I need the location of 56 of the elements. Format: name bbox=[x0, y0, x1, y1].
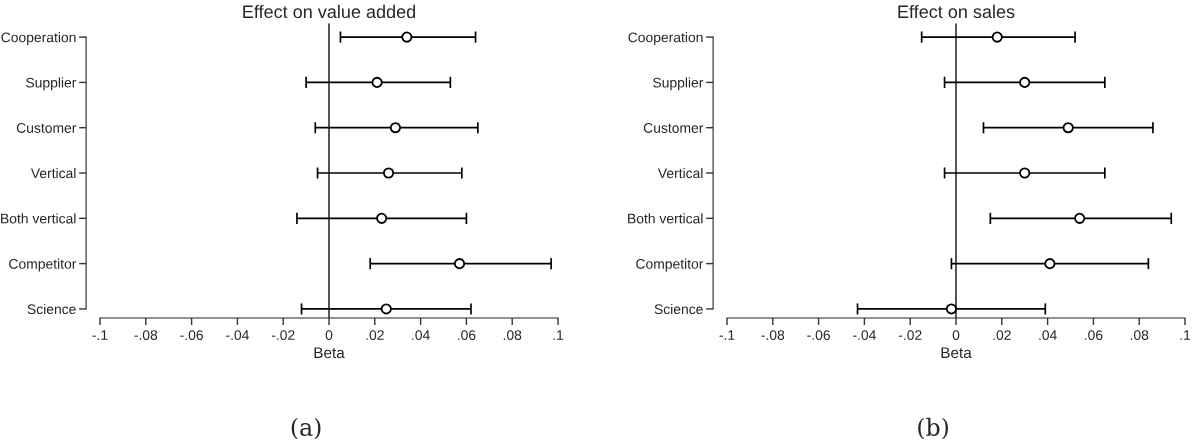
x-tick-label: .08 bbox=[1130, 330, 1149, 341]
x-tick-label: -.06 bbox=[180, 330, 203, 341]
point bbox=[389, 122, 401, 134]
point bbox=[453, 258, 466, 270]
point bbox=[371, 76, 383, 88]
x-tick-label: .02 bbox=[366, 330, 384, 341]
y-tick-label: Science bbox=[654, 303, 703, 315]
x-tick-label: .06 bbox=[458, 330, 476, 341]
point bbox=[945, 303, 957, 315]
point bbox=[1019, 76, 1031, 88]
x-tick-label: -.1 bbox=[92, 330, 108, 340]
x-tick-label: 0 bbox=[952, 330, 960, 341]
point bbox=[991, 31, 1003, 43]
y-tick-label: Both vertical bbox=[628, 213, 703, 224]
x-tick-label: -.08 bbox=[761, 330, 785, 341]
x-tick-label: -.08 bbox=[134, 330, 158, 341]
point bbox=[376, 212, 388, 224]
x-tick-label: .06 bbox=[1085, 330, 1103, 341]
point bbox=[401, 31, 413, 43]
point bbox=[1074, 212, 1086, 224]
y-tick-label: Science bbox=[27, 303, 76, 315]
x-tick-label: .1 bbox=[1180, 330, 1191, 340]
text: (b) bbox=[918, 417, 948, 440]
y-tick-label: Vertical bbox=[657, 167, 703, 179]
y-tick-label: Vertical bbox=[30, 167, 76, 179]
y-tick-label: Supplier bbox=[26, 77, 77, 91]
point bbox=[1019, 167, 1031, 179]
x-tick-label: .04 bbox=[412, 330, 430, 341]
y-tick-label: Cooperation bbox=[1, 32, 76, 46]
x-tick-label: -.02 bbox=[898, 330, 922, 341]
point bbox=[1062, 122, 1074, 134]
point bbox=[382, 167, 395, 179]
x-tick-label: .04 bbox=[1039, 330, 1057, 341]
x-tick-label: -.04 bbox=[226, 330, 249, 341]
y-tick-label: Competitor bbox=[9, 258, 77, 272]
text: (a) bbox=[291, 417, 321, 440]
x-tick-label: .1 bbox=[553, 330, 564, 340]
y-tick-label: Competitor bbox=[636, 258, 704, 272]
y-tick-label: Customer bbox=[643, 123, 704, 133]
x-tick-label: -.1 bbox=[719, 330, 735, 340]
x-tick-label: 0 bbox=[325, 330, 333, 341]
y-tick-label: Cooperation bbox=[628, 32, 703, 46]
x-axis-title: Beta bbox=[314, 347, 345, 359]
x-tick-label: .02 bbox=[993, 330, 1011, 341]
point bbox=[1044, 258, 1056, 270]
chart-title: Effect on sales bbox=[898, 4, 1015, 19]
x-tick-label: -.06 bbox=[807, 330, 830, 341]
chart-title: Effect on value added bbox=[243, 4, 416, 19]
y-tick-label: Customer bbox=[16, 123, 77, 133]
x-tick-label: -.04 bbox=[853, 330, 876, 341]
x-axis-title: Beta bbox=[941, 347, 972, 359]
x-tick-label: -.02 bbox=[271, 330, 295, 341]
point bbox=[380, 303, 392, 315]
y-tick-label: Supplier bbox=[653, 77, 704, 91]
x-tick-label: .08 bbox=[503, 330, 522, 341]
y-tick-label: Both vertical bbox=[1, 213, 76, 224]
